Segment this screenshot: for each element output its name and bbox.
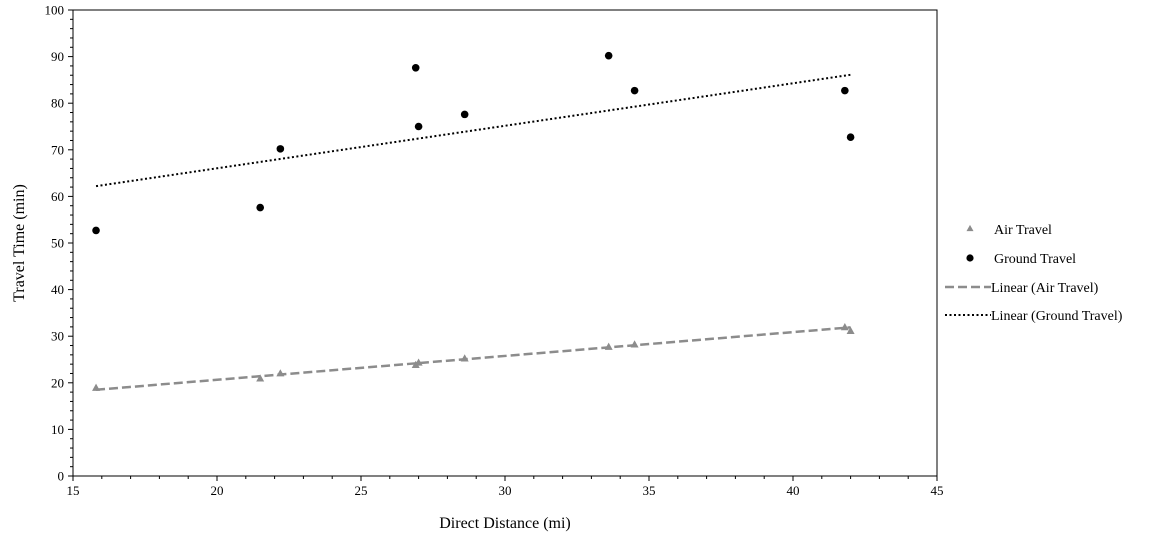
y-tick-label: 0 xyxy=(58,469,65,484)
x-tick-label: 25 xyxy=(355,483,368,498)
legend: Air Travel Ground Travel Linear (Air Trave… xyxy=(945,223,1123,324)
y-tick-label: 20 xyxy=(51,375,64,390)
x-tick-label: 30 xyxy=(499,483,512,498)
x-tick-label: 40 xyxy=(787,483,800,498)
legend-air-travel: Air Travel xyxy=(966,223,1052,238)
x-tick-label: 35 xyxy=(643,483,656,498)
ground-travel-point xyxy=(460,110,469,119)
y-tick-label: 30 xyxy=(51,329,64,344)
air-travel-point xyxy=(92,383,101,391)
y-tick-label: 90 xyxy=(51,49,64,64)
legend-ground-travel: Ground Travel xyxy=(966,252,1076,267)
trendline-air-travel xyxy=(95,326,851,392)
ground-travel-point xyxy=(604,51,613,60)
y-tick-label: 40 xyxy=(51,282,64,297)
x-axis-title: Direct Distance (mi) xyxy=(439,515,571,532)
trendline-ground-travel xyxy=(95,73,851,188)
x-tick-label: 20 xyxy=(211,483,224,498)
legend-marker-circle xyxy=(966,254,974,262)
air-travel-point xyxy=(460,354,469,362)
legend-label: Air Travel xyxy=(994,223,1052,238)
ground-travel-point xyxy=(276,145,285,153)
air-travel-point xyxy=(846,326,855,334)
y-axis: 0 10 20 30 40 50 60 70 80 90 100 xyxy=(45,3,73,484)
x-axis: 15 20 25 30 35 40 45 xyxy=(67,476,944,498)
air-travel-point xyxy=(414,358,423,366)
legend-linear-ground-travel: Linear (Ground Travel) xyxy=(945,309,1123,324)
trendlines xyxy=(95,73,851,392)
plot-area xyxy=(72,9,938,477)
legend-marker-triangle xyxy=(966,224,974,232)
legend-label: Ground Travel xyxy=(994,252,1076,267)
y-tick-label: 100 xyxy=(45,3,65,18)
air-travel-point xyxy=(604,342,613,350)
ground-travel-point xyxy=(630,86,639,95)
ground-travel-point xyxy=(846,133,855,142)
air-travel-point xyxy=(630,340,639,348)
y-tick-label: 60 xyxy=(51,189,64,204)
data-points xyxy=(92,51,855,391)
y-tick-label: 80 xyxy=(51,96,64,111)
ground-travel-point xyxy=(414,122,423,131)
ground-travel-point xyxy=(92,226,100,235)
y-axis-title: Travel Time (min) xyxy=(11,184,28,302)
ground-travel-point xyxy=(841,86,849,95)
ground-travel-point xyxy=(256,203,265,212)
legend-linear-air-travel: Linear (Air Travel) xyxy=(945,281,1099,296)
y-tick-label: 10 xyxy=(51,422,64,437)
plot-border xyxy=(72,9,938,477)
air-travel-point xyxy=(840,323,849,331)
x-tick-label: 15 xyxy=(67,483,80,498)
ground-travel-point xyxy=(411,63,420,72)
y-tick-label: 70 xyxy=(51,142,64,157)
air-travel-point xyxy=(256,374,265,382)
legend-label: Linear (Ground Travel) xyxy=(991,309,1123,324)
legend-label: Linear (Air Travel) xyxy=(991,281,1099,296)
y-tick-label: 50 xyxy=(51,236,64,251)
x-tick-label: 45 xyxy=(931,483,944,498)
air-travel-point xyxy=(276,369,285,377)
